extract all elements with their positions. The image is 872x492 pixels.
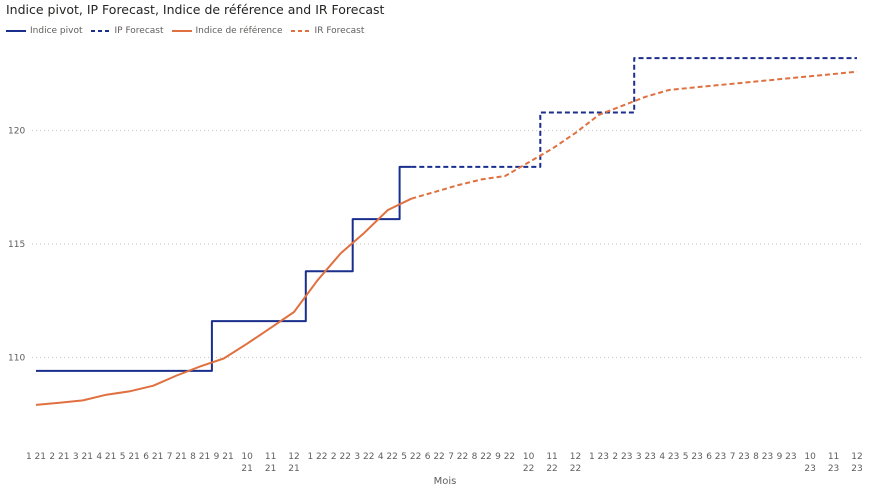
x-tick-label: 11 bbox=[546, 452, 557, 462]
x-tick-label: 3 23 bbox=[636, 452, 656, 462]
x-tick-label: 9 22 bbox=[495, 452, 515, 462]
x-axis-title: Mois bbox=[434, 476, 457, 487]
legend-item-indice-de-reference[interactable]: Indice de référence bbox=[171, 26, 283, 36]
x-tick-label: 4 21 bbox=[96, 452, 116, 462]
x-tick-label: 22 bbox=[523, 464, 534, 474]
x-tick-label: 23 bbox=[828, 464, 839, 474]
x-tick-label: 8 21 bbox=[190, 452, 210, 462]
y-tick-label: 115 bbox=[8, 240, 25, 250]
x-tick-label: 2 23 bbox=[612, 452, 632, 462]
y-axis-ticks: 110 115 120 bbox=[8, 127, 25, 364]
x-tick-label: 8 22 bbox=[472, 452, 492, 462]
chart-legend: Indice pivot IP Forecast Indice de référ… bbox=[6, 24, 372, 38]
x-tick-label: 6 21 bbox=[143, 452, 163, 462]
chart-title: Indice pivot, IP Forecast, Indice de réf… bbox=[6, 2, 385, 17]
series-line-ir-forecast[interactable] bbox=[411, 70, 858, 200]
legend-item-indice-pivot[interactable]: Indice pivot bbox=[6, 26, 83, 36]
x-tick-label: 5 21 bbox=[120, 452, 140, 462]
legend-item-ip-forecast[interactable]: IP Forecast bbox=[90, 26, 164, 36]
x-tick-label: 4 22 bbox=[378, 452, 398, 462]
x-axis-ticks: 1 21 2 21 3 21 4 21 5 21 6 21 7 21 8 21 9 21 1021… bbox=[26, 452, 863, 474]
legend-swatch-ir-forecast bbox=[290, 30, 311, 32]
legend-swatch-indice-pivot bbox=[6, 30, 26, 32]
x-tick-label: 5 23 bbox=[683, 452, 703, 462]
x-tick-label: 7 21 bbox=[167, 452, 187, 462]
x-tick-label: 1 21 bbox=[26, 452, 46, 462]
x-tick-label: 2 22 bbox=[331, 452, 351, 462]
legend-label-ip-forecast: IP Forecast bbox=[114, 26, 164, 36]
x-tick-label: 22 bbox=[546, 464, 557, 474]
x-tick-label: 21 bbox=[241, 464, 252, 474]
series-line-indice-pivot[interactable] bbox=[36, 165, 412, 372]
x-tick-label: 8 23 bbox=[753, 452, 773, 462]
x-tick-label: 4 23 bbox=[659, 452, 679, 462]
x-tick-label: 10 bbox=[241, 452, 253, 462]
y-tick-label: 120 bbox=[8, 127, 25, 137]
series-line-indice-de-r-f-rence[interactable] bbox=[35, 197, 412, 406]
legend-label-ir-forecast: IR Forecast bbox=[314, 26, 365, 36]
gridlines bbox=[32, 130, 861, 358]
legend-label-indice-pivot: Indice pivot bbox=[30, 26, 83, 36]
x-tick-label: 3 22 bbox=[354, 452, 374, 462]
x-tick-label: 6 23 bbox=[706, 452, 726, 462]
legend-swatch-indice-de-reference bbox=[171, 30, 192, 32]
x-tick-label: 9 23 bbox=[777, 452, 797, 462]
x-tick-label: 6 22 bbox=[425, 452, 445, 462]
x-tick-label: 7 22 bbox=[448, 452, 468, 462]
x-tick-label: 12 bbox=[288, 452, 299, 462]
x-tick-label: 11 bbox=[828, 452, 839, 462]
legend-swatch-ip-forecast bbox=[90, 30, 111, 32]
x-tick-label: 5 22 bbox=[401, 452, 421, 462]
x-tick-label: 2 21 bbox=[49, 452, 69, 462]
x-tick-label: 1 22 bbox=[307, 452, 327, 462]
y-tick-label: 110 bbox=[8, 353, 25, 363]
x-tick-label: 1 23 bbox=[589, 452, 609, 462]
x-tick-label: 12 bbox=[570, 452, 581, 462]
x-tick-label: 9 21 bbox=[214, 452, 234, 462]
legend-item-ir-forecast[interactable]: IR Forecast bbox=[290, 26, 365, 36]
x-tick-label: 10 bbox=[804, 452, 816, 462]
x-tick-label: 23 bbox=[851, 464, 862, 474]
x-tick-label: 21 bbox=[265, 464, 276, 474]
x-tick-label: 3 21 bbox=[73, 452, 93, 462]
series-lines bbox=[35, 57, 858, 406]
series-line-ip-forecast[interactable] bbox=[411, 57, 857, 168]
x-tick-label: 21 bbox=[288, 464, 299, 474]
x-tick-label: 7 23 bbox=[730, 452, 750, 462]
x-tick-label: 12 bbox=[851, 452, 862, 462]
x-tick-label: 22 bbox=[570, 464, 581, 474]
x-tick-label: 23 bbox=[804, 464, 815, 474]
x-tick-label: 10 bbox=[523, 452, 535, 462]
x-tick-label: 11 bbox=[265, 452, 276, 462]
legend-label-indice-de-reference: Indice de référence bbox=[195, 26, 283, 36]
